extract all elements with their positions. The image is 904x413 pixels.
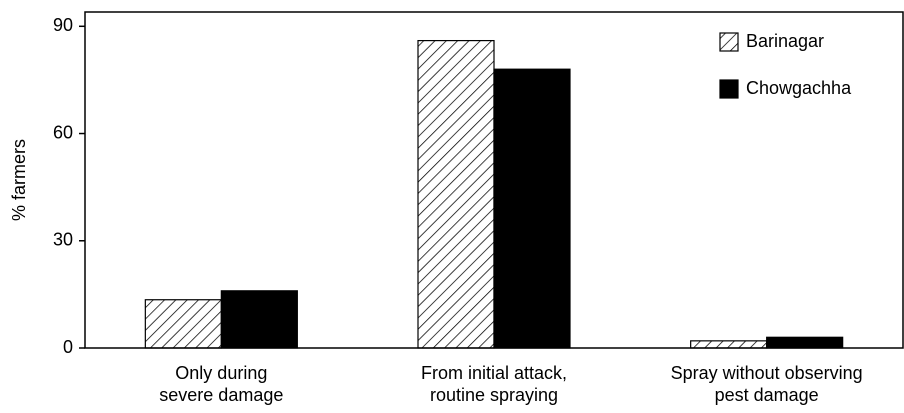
x-tick-label: From initial attack, routine spraying [420,363,568,405]
bar [417,39,495,349]
bar [690,340,768,349]
plot-frame [84,11,904,349]
legend-swatch [719,32,739,52]
legend-label: Barinagar [746,31,824,51]
y-tick-label: 0 [63,337,73,357]
bar [144,299,222,349]
y-tick-label: 30 [53,230,73,250]
y-axis-label: % farmers [9,139,29,221]
y-tick-label: 90 [53,15,73,35]
bar [493,68,571,349]
bar [766,336,844,349]
bar [220,290,298,349]
y-tick-label: 60 [53,122,73,142]
legend-swatch [719,79,739,99]
x-tick-label: Only during severe damage [159,363,284,405]
legend-label: Chowgachha [746,78,852,98]
x-tick-label: Spray without observing pest damage [670,363,863,405]
